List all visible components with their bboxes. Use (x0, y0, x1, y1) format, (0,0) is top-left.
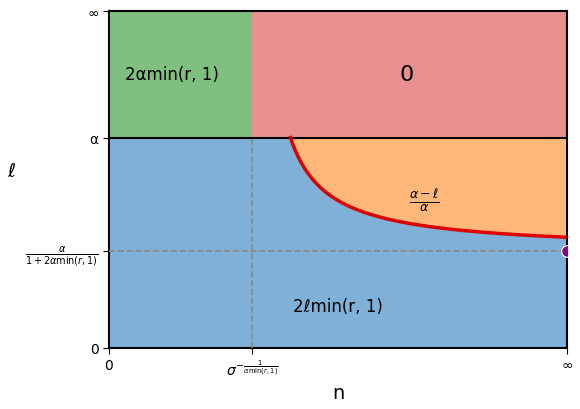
Text: 2ℓmin(r, 1): 2ℓmin(r, 1) (293, 297, 383, 315)
X-axis label: n: n (332, 383, 345, 402)
Text: 2αmin(r, 1): 2αmin(r, 1) (125, 66, 219, 84)
Text: $\frac{\alpha - \ell}{\alpha}$: $\frac{\alpha - \ell}{\alpha}$ (408, 188, 440, 215)
Text: 0: 0 (400, 65, 414, 85)
Point (563, 248, 572, 255)
Y-axis label: ℓ: ℓ (7, 161, 15, 180)
